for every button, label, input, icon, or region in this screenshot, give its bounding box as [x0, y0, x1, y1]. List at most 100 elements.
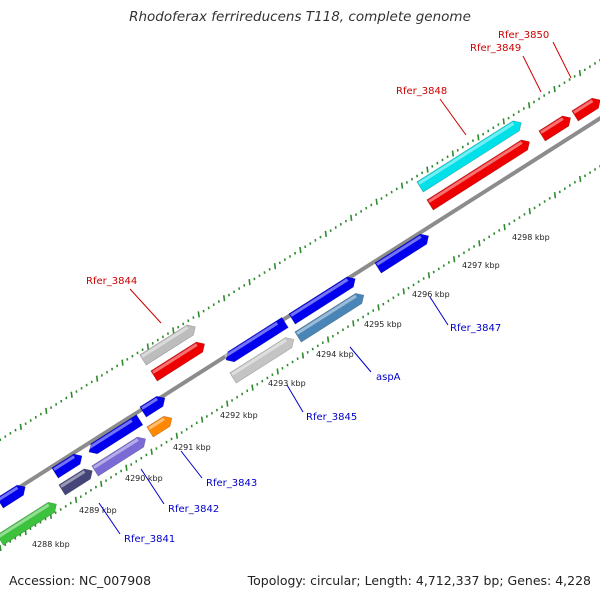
- rfer-3848b-feature-shape[interactable]: [426, 137, 533, 211]
- rfer-3844-feature[interactable]: [150, 339, 208, 382]
- gene-4289a-feature-shape[interactable]: [51, 451, 85, 479]
- gene-label-leader: [429, 296, 449, 326]
- gene-4291a-feature-highlight: [141, 397, 158, 410]
- major-tick: [375, 198, 378, 205]
- gene-label[interactable]: Rfer_3843: [206, 478, 257, 489]
- gene-label-leader: [349, 346, 372, 373]
- rfer-3849-feature-shape[interactable]: [538, 113, 574, 142]
- rfer-3849-feature[interactable]: [538, 113, 574, 142]
- gene-label[interactable]: aspA: [376, 372, 401, 383]
- rfer-3845-feature-highlight: [231, 338, 287, 376]
- major-tick: [478, 240, 481, 247]
- major-tick: [100, 480, 103, 487]
- rfer-3845-feature-shape[interactable]: [229, 334, 297, 384]
- gene-label[interactable]: Rfer_3844: [86, 276, 137, 287]
- gene-4291a-feature-shape[interactable]: [139, 393, 168, 418]
- gene-label[interactable]: Rfer_3850: [498, 30, 549, 41]
- rfer-3845-feature[interactable]: [229, 334, 297, 384]
- gene-4290a-feature-shape[interactable]: [86, 414, 144, 457]
- gene-label-leader: [140, 468, 165, 505]
- tick-label: 4297 kbp: [462, 261, 500, 270]
- rfer-3849-feature-highlight: [540, 117, 564, 134]
- rfer-3848b-feature[interactable]: [426, 137, 533, 211]
- major-tick: [150, 448, 153, 455]
- major-tick: [451, 150, 455, 157]
- major-tick: [352, 320, 355, 327]
- asp-a-feature-shape[interactable]: [294, 290, 367, 343]
- rfer-3850-feature[interactable]: [571, 95, 600, 122]
- tick-label: 4294 kbp: [316, 350, 354, 359]
- tick-label: 4293 kbp: [268, 379, 306, 388]
- outer-tick-track: [0, 59, 600, 442]
- gene-label[interactable]: Rfer_3845: [306, 412, 357, 423]
- gene-4290a-feature[interactable]: [86, 414, 144, 457]
- map-title: Rhodoferax ferrireducens T118, complete …: [129, 9, 471, 25]
- major-tick: [527, 102, 531, 109]
- rfer-3844-rna-feature[interactable]: [139, 322, 199, 366]
- major-tick: [427, 272, 431, 279]
- major-tick: [553, 191, 557, 199]
- gene-4294a-feature[interactable]: [223, 316, 289, 365]
- tick-label: 4292 kbp: [220, 411, 258, 420]
- rfer-3842-feature[interactable]: [58, 466, 96, 496]
- major-tick: [125, 464, 128, 471]
- gene-4291b-feature[interactable]: [146, 413, 175, 438]
- gene-4294b-feature-shape[interactable]: [288, 274, 359, 325]
- feature-track[interactable]: [0, 95, 600, 546]
- rfer-3843-feature-highlight: [93, 438, 139, 469]
- rfer-3843-feature-shape[interactable]: [91, 434, 149, 477]
- major-tick: [175, 432, 179, 439]
- gene-label-leader: [98, 502, 121, 535]
- rfer-3848-feature[interactable]: [416, 118, 525, 193]
- rfer-3842-feature-shape[interactable]: [58, 466, 96, 496]
- major-tick: [0, 544, 2, 552]
- rfer-3848-feature-highlight: [418, 122, 515, 185]
- rfer-3842-feature-highlight: [60, 470, 86, 488]
- gene-label[interactable]: Rfer_3847: [450, 323, 501, 334]
- gene-4288a-feature-shape[interactable]: [0, 482, 29, 509]
- rfer-3850-feature-shape[interactable]: [571, 95, 600, 122]
- rfer-3843-feature[interactable]: [91, 434, 149, 477]
- major-tick: [74, 496, 78, 503]
- major-tick: [226, 400, 229, 407]
- rfer-3844-rna-feature-highlight: [141, 326, 189, 358]
- rfer-3844-feature-shape[interactable]: [150, 339, 208, 382]
- gene-label-leader: [286, 384, 304, 413]
- gene-label-leader: [439, 98, 467, 136]
- inner-tick-track: [0, 165, 600, 552]
- gene-label[interactable]: Rfer_3848: [396, 86, 447, 97]
- rfer-3841-feature[interactable]: [0, 499, 60, 546]
- gene-4288a-feature[interactable]: [0, 482, 29, 509]
- tick-label: 4290 kbp: [125, 474, 163, 483]
- gene-4291b-feature-shape[interactable]: [146, 413, 175, 438]
- rfer-3850-feature-highlight: [573, 99, 594, 114]
- gene-4291b-feature-highlight: [148, 417, 165, 430]
- major-tick: [251, 384, 254, 391]
- rfer-3847-feature[interactable]: [374, 231, 432, 274]
- rfer-3841-feature-shape[interactable]: [0, 499, 60, 546]
- tick-labels: 4288 kbp 4289 kbp 4290 kbp 4291 kbp 4292 kbp…: [32, 233, 550, 549]
- major-tick: [70, 391, 73, 398]
- tick-label: 4288 kbp: [32, 540, 70, 549]
- major-tick: [553, 86, 556, 93]
- rfer-3844-rna-feature-shape[interactable]: [139, 322, 199, 366]
- rfer-3848-feature-shape[interactable]: [416, 118, 525, 193]
- gene-4294b-feature[interactable]: [288, 274, 359, 325]
- gene-4289a-feature[interactable]: [51, 451, 85, 479]
- gene-4294a-feature-shape[interactable]: [223, 316, 289, 365]
- asp-a-feature[interactable]: [294, 290, 367, 343]
- gene-label-leader: [180, 450, 203, 479]
- tick-label: 4289 kbp: [79, 506, 117, 515]
- major-tick: [426, 166, 429, 173]
- major-tick: [377, 304, 380, 311]
- gene-label-leader: [552, 41, 572, 79]
- gene-label-leader: [522, 55, 542, 93]
- gene-4288a-feature-highlight: [0, 486, 19, 501]
- gene-4291a-feature[interactable]: [139, 393, 168, 418]
- gene-label[interactable]: Rfer_3841: [124, 534, 175, 545]
- gene-label[interactable]: Rfer_3842: [168, 504, 219, 515]
- gene-label[interactable]: Rfer_3849: [470, 43, 521, 54]
- rfer-3847-feature-shape[interactable]: [374, 231, 432, 274]
- gene-4289a-feature-highlight: [53, 455, 76, 471]
